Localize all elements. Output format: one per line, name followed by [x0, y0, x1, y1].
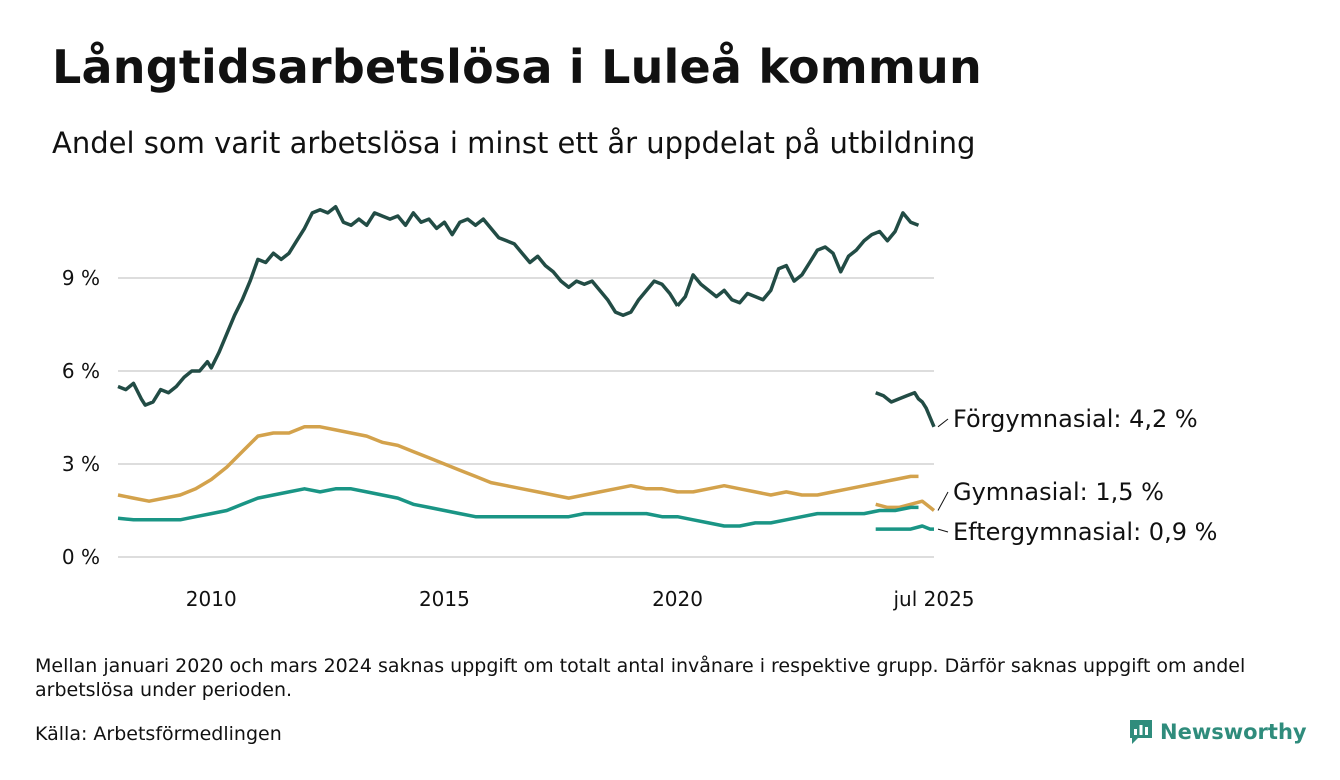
y-tick-label: 6 %	[62, 359, 100, 383]
bar-chart-icon	[1130, 720, 1152, 744]
series-line-gymnasial-recent	[875, 499, 936, 512]
x-axis-ticks: 2010 2015 2020 jul 2025	[186, 587, 975, 611]
y-tick-label: 9 %	[62, 266, 100, 290]
y-axis-ticks: 0 % 3 % 6 % 9 %	[62, 266, 100, 569]
series-end-label-eftergymnasial: Eftergymnasial: 0,9 %	[953, 518, 1217, 546]
series-lines	[117, 204, 936, 531]
series-line-gymnasial	[117, 425, 919, 503]
line-chart: 0 % 3 % 6 % 9 % 2010 2015 2020 jul 2025 Förgym…	[62, 204, 1217, 611]
series-line-forgymnasial-recent	[875, 390, 936, 428]
series-end-label-forgymnasial: Förgymnasial: 4,2 %	[953, 405, 1198, 433]
y-tick-label: 3 %	[62, 452, 100, 476]
label-leader-line	[937, 491, 949, 511]
x-tick-label: jul 2025	[892, 587, 974, 611]
chart-subtitle: Andel som varit arbetslösa i minst ett å…	[52, 126, 976, 160]
series-end-labels: Förgymnasial: 4,2 % Gymnasial: 1,5 % Efter…	[937, 405, 1217, 546]
series-end-label-gymnasial: Gymnasial: 1,5 %	[953, 478, 1164, 506]
series-line-forgymnasial	[117, 204, 679, 407]
brand-logo[interactable]: Newsworthy	[1128, 718, 1307, 746]
x-tick-label: 2015	[419, 587, 470, 611]
label-leader-line	[937, 528, 949, 533]
series-line-eftergymnasial	[117, 487, 919, 528]
label-leader-line	[937, 418, 949, 428]
x-tick-label: 2020	[652, 587, 703, 611]
footnote: Mellan januari 2020 och mars 2024 saknas…	[35, 655, 1246, 701]
y-tick-label: 0 %	[62, 545, 100, 569]
brand-name: Newsworthy	[1160, 720, 1307, 744]
x-tick-label: 2010	[186, 587, 237, 611]
source-text: Källa: Arbetsförmedlingen	[35, 723, 282, 745]
series-line-forgymnasial	[676, 211, 920, 308]
series-line-eftergymnasial-recent	[875, 524, 934, 531]
chart-title: Långtidsarbetslösa i Luleå kommun	[52, 40, 982, 94]
